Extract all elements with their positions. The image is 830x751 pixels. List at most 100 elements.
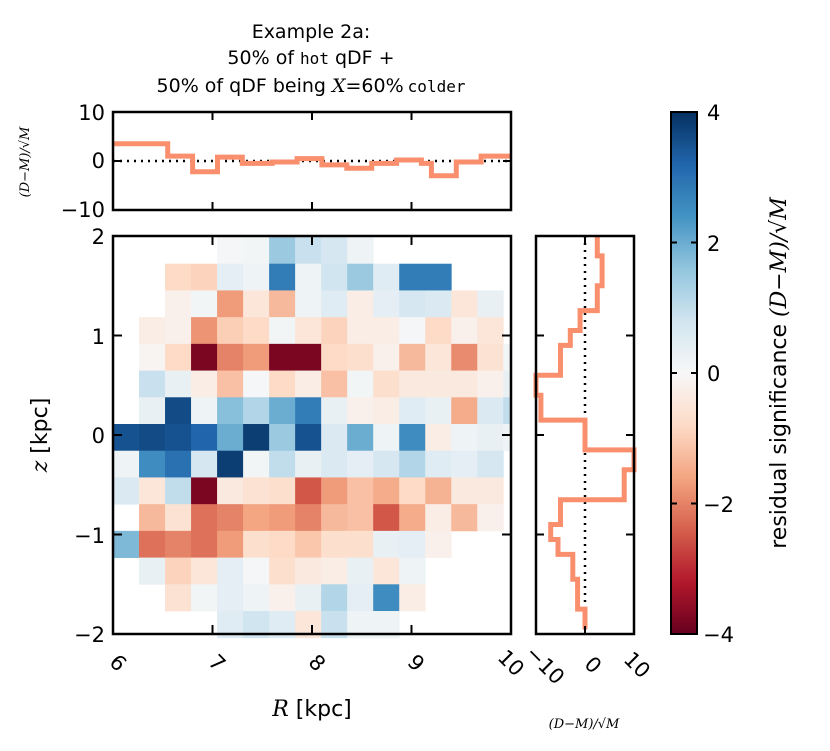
heatmap-cell — [191, 530, 218, 558]
heatmap-cell — [347, 424, 374, 452]
colorbar-tick-label: 0 — [707, 362, 720, 386]
heatmap-cell — [399, 290, 426, 318]
heatmap-cell — [217, 290, 244, 318]
colorbar-tick-label: −4 — [703, 623, 734, 647]
heatmap-cell — [295, 370, 322, 398]
heatmap-cell — [399, 263, 426, 291]
heatmap-cell — [295, 477, 322, 505]
heatmap-cell — [451, 370, 478, 398]
heatmap-cell — [295, 317, 322, 345]
heatmap-cell — [321, 263, 348, 291]
heatmap-cell — [217, 237, 244, 265]
side-panel-residual-line — [533, 236, 637, 629]
heatmap-cell — [399, 370, 426, 398]
main-ytick-label: 2 — [92, 225, 105, 249]
heatmap-cell — [321, 530, 348, 558]
main-xtick-label: 6 — [105, 650, 131, 676]
heatmap-cell — [347, 584, 374, 612]
heatmap-cell — [243, 343, 270, 371]
heatmap-cell — [217, 504, 244, 532]
main-ytick-label: 1 — [92, 325, 105, 349]
heatmap-cell — [217, 530, 244, 558]
heatmap-cell — [191, 317, 218, 345]
top-panel-ylabel: (D−M)/√M — [18, 126, 33, 197]
heatmap-cell — [321, 370, 348, 398]
heatmap-cell — [217, 477, 244, 505]
heatmap-cell — [477, 370, 504, 398]
heatmap-cell — [217, 317, 244, 345]
heatmap-cell — [347, 343, 374, 371]
heatmap-cell — [165, 557, 192, 585]
heatmap-cell — [217, 584, 244, 612]
heatmap-cell — [425, 370, 452, 398]
heatmap-cell — [373, 477, 400, 505]
heatmap-cell — [295, 263, 322, 291]
title-line-1: Example 2a: — [252, 21, 371, 43]
side-panel-ticks — [535, 235, 635, 635]
heatmap-cell — [477, 477, 504, 505]
top-residual-panel: 10 0 −10 (D−M)/√M — [18, 101, 513, 222]
heatmap-cell — [139, 370, 166, 398]
heatmap-cell — [191, 504, 218, 532]
heatmap-cell — [477, 343, 504, 371]
heatmap-cell — [425, 530, 452, 558]
heatmap-cell — [243, 317, 270, 345]
heatmap-cell — [321, 237, 348, 265]
heatmap-cell — [321, 477, 348, 505]
heatmap-cell — [269, 450, 296, 478]
main-xtick-label: 10 — [493, 645, 529, 681]
colorbar-tick-labels: −4 −2 0 2 4 — [703, 101, 734, 647]
heatmap-cell — [347, 237, 374, 265]
main-ytick-label: −2 — [74, 623, 105, 647]
heatmap-cell — [503, 370, 512, 398]
heatmap-cell — [269, 557, 296, 585]
main-ytick-label: −1 — [74, 524, 105, 548]
heatmap-cell — [139, 397, 166, 425]
heatmap-cell — [243, 237, 270, 265]
main-ytick-labels: −2 −1 0 1 2 — [74, 225, 105, 647]
heatmap-cell — [373, 450, 400, 478]
heatmap-cell — [347, 477, 374, 505]
heatmap-cell — [321, 290, 348, 318]
heatmap-cell — [217, 397, 244, 425]
heatmap-cell — [503, 424, 512, 452]
heatmap-cell — [243, 504, 270, 532]
side-xtick-label: −10 — [521, 641, 569, 689]
heatmap-cell — [243, 557, 270, 585]
heatmap-cell — [373, 584, 400, 612]
heatmap-cell — [139, 450, 166, 478]
heatmap-cell — [425, 450, 452, 478]
heatmap-cell — [373, 504, 400, 532]
heatmap-cell — [139, 504, 166, 532]
heatmap-cell — [269, 237, 296, 265]
main-ytick-label: 0 — [92, 424, 105, 448]
heatmap-cell — [269, 584, 296, 612]
heatmap-cell — [451, 477, 478, 505]
top-panel-ytick-labels: 10 0 −10 — [61, 101, 105, 222]
heatmap-cell — [399, 343, 426, 371]
side-xtick-label: 0 — [580, 652, 606, 678]
heatmap-cell — [503, 397, 512, 425]
heatmap-cell — [477, 397, 504, 425]
heatmap-cell — [373, 530, 400, 558]
heatmap-cell — [191, 450, 218, 478]
heatmap-cell — [347, 397, 374, 425]
heatmap-cell — [399, 397, 426, 425]
heatmap-cell — [165, 584, 192, 612]
heatmap-cell — [165, 370, 192, 398]
top-ytick-label: −10 — [61, 198, 105, 222]
heatmap-cell — [425, 263, 452, 291]
heatmap-cell — [477, 450, 504, 478]
heatmap-cell — [451, 290, 478, 318]
title-line-3: 50% of qDF being X=60% colder — [157, 75, 466, 97]
heatmap-cell — [113, 477, 140, 505]
heatmap-cell — [243, 263, 270, 291]
heatmap-cell — [425, 397, 452, 425]
y-axis-label: z [kpc] — [28, 398, 53, 474]
heatmap-cell — [217, 557, 244, 585]
colorbar: −4 −2 0 2 4 residual significance (D−M)/… — [670, 101, 792, 647]
heatmap-cell — [477, 424, 504, 452]
heatmap-cell — [373, 263, 400, 291]
heatmap-cell — [113, 450, 140, 478]
